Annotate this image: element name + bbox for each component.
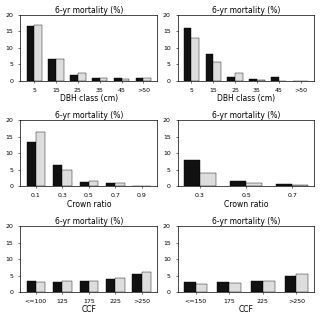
Bar (251, 281, 263, 292)
Bar (184, 282, 196, 292)
Bar (36, 282, 45, 292)
Bar (196, 284, 207, 292)
X-axis label: Crown ratio: Crown ratio (224, 200, 268, 209)
Bar (34, 25, 42, 81)
Bar (296, 274, 308, 292)
Bar (100, 78, 107, 81)
Bar (218, 282, 229, 292)
Bar (115, 183, 124, 186)
Bar (285, 276, 296, 292)
Bar (53, 165, 62, 186)
Bar (200, 173, 216, 186)
Bar (92, 78, 100, 81)
Bar (142, 272, 151, 292)
Bar (228, 77, 235, 81)
Bar (53, 282, 62, 292)
Bar (132, 274, 142, 292)
Title: 6-yr mortality (%): 6-yr mortality (%) (55, 217, 123, 226)
Title: 6-yr mortality (%): 6-yr mortality (%) (212, 217, 280, 226)
Bar (27, 26, 34, 81)
Bar (89, 281, 98, 292)
Bar (249, 79, 257, 81)
Title: 6-yr mortality (%): 6-yr mortality (%) (55, 111, 123, 120)
Bar (271, 77, 279, 81)
Bar (257, 80, 265, 81)
Title: 6-yr mortality (%): 6-yr mortality (%) (212, 111, 280, 120)
Bar (106, 183, 115, 186)
X-axis label: CCF: CCF (81, 306, 96, 315)
Bar (229, 283, 241, 292)
Bar (106, 279, 115, 292)
Bar (27, 142, 36, 186)
Bar (184, 28, 191, 81)
Bar (62, 170, 72, 186)
Bar (70, 75, 78, 81)
Bar (136, 78, 143, 81)
Bar (206, 54, 213, 81)
Bar (89, 181, 98, 186)
Bar (115, 278, 124, 292)
Bar (276, 184, 292, 186)
Bar (184, 160, 200, 186)
Bar (292, 185, 308, 186)
X-axis label: DBH class (cm): DBH class (cm) (217, 94, 275, 103)
Bar (36, 132, 45, 186)
Bar (48, 59, 56, 81)
Bar (62, 281, 72, 292)
X-axis label: Crown ratio: Crown ratio (67, 200, 111, 209)
Bar (143, 78, 151, 81)
Bar (56, 59, 64, 81)
Title: 6-yr mortality (%): 6-yr mortality (%) (212, 5, 280, 14)
Bar (114, 78, 122, 81)
Bar (80, 182, 89, 186)
Bar (213, 62, 221, 81)
X-axis label: DBH class (cm): DBH class (cm) (60, 94, 118, 103)
X-axis label: CCF: CCF (239, 306, 253, 315)
Bar (78, 73, 85, 81)
Bar (80, 281, 89, 292)
Bar (27, 281, 36, 292)
Title: 6-yr mortality (%): 6-yr mortality (%) (55, 5, 123, 14)
Bar (246, 183, 262, 186)
Bar (191, 38, 199, 81)
Bar (122, 79, 129, 81)
Bar (230, 181, 246, 186)
Bar (235, 73, 243, 81)
Bar (263, 281, 275, 292)
